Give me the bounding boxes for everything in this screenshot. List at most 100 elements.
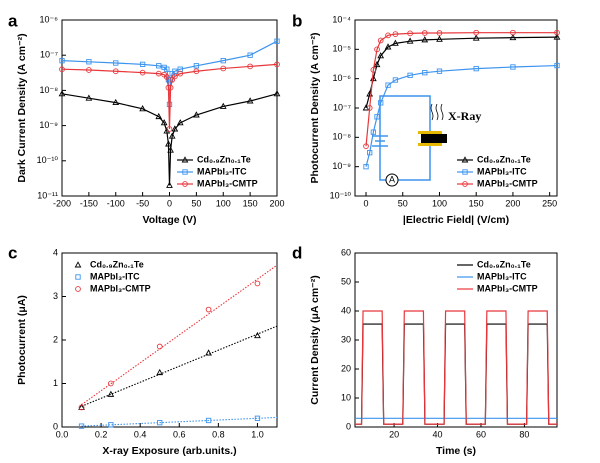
marker	[274, 38, 280, 44]
marker	[554, 29, 560, 36]
marker	[113, 60, 119, 66]
y-tick-label: 30	[341, 334, 351, 344]
marker	[407, 30, 413, 37]
marker	[385, 82, 391, 88]
legend-label: MAPbI₃-CMTP	[197, 178, 258, 188]
marker	[553, 33, 561, 40]
marker	[139, 61, 146, 67]
fit-line	[81, 264, 278, 406]
y-tick-label: 20	[341, 363, 351, 373]
marker	[554, 62, 560, 69]
marker	[78, 404, 85, 411]
marker	[78, 423, 85, 429]
marker	[247, 52, 253, 58]
y-axis-label: Dark Current Density (A cm⁻²)	[16, 33, 28, 182]
series-line	[365, 32, 557, 147]
series-line	[355, 310, 557, 425]
x-tick-label: 100	[216, 198, 231, 208]
x-tick-label: 150	[469, 198, 484, 208]
x-axis-label: Time (s)	[436, 445, 476, 457]
series-line	[61, 63, 278, 130]
circuit-inset	[372, 95, 447, 187]
x-tick-label: 0.0	[56, 429, 69, 439]
x-tick-label: 0.6	[173, 429, 186, 439]
marker	[254, 280, 261, 287]
marker	[473, 65, 479, 72]
marker	[172, 73, 178, 80]
marker	[363, 143, 369, 150]
marker	[86, 59, 92, 65]
marker	[384, 43, 392, 50]
electrode	[418, 131, 442, 134]
marker	[193, 111, 200, 118]
chart-panel: b 0 50 100 150 200 250 10⁻¹⁰ 10⁻⁹ 10⁻⁸ 10⁻⁷ 10⁻⁶ 10⁻…	[292, 11, 561, 226]
marker	[473, 29, 480, 36]
x-tick-label: 60	[476, 429, 486, 439]
x-tick-label: 200	[269, 198, 284, 208]
marker	[510, 29, 516, 36]
x-tick-label: 20	[389, 429, 399, 439]
series-line	[61, 93, 278, 186]
y-tick-label: 50	[341, 276, 351, 286]
legend-label: MAPbI₃-ITC	[90, 271, 140, 281]
panel-label: b	[292, 11, 302, 30]
y-tick-label: 3	[53, 291, 58, 301]
marker	[406, 37, 414, 44]
marker	[182, 181, 188, 187]
y-tick-label: 10⁻⁹	[39, 120, 58, 130]
marker	[172, 68, 178, 74]
marker	[219, 102, 227, 109]
marker	[182, 169, 188, 175]
x-tick-label: 200	[505, 198, 520, 208]
panel-label: a	[8, 11, 18, 30]
y-tick-label: 2	[53, 334, 58, 344]
marker	[510, 64, 516, 70]
marker	[220, 58, 226, 64]
y-tick-label: 10⁻⁸	[332, 132, 351, 142]
y-tick-label: 0	[53, 421, 58, 431]
marker	[139, 69, 146, 76]
fit-line	[81, 416, 278, 427]
panel-label: d	[292, 243, 302, 262]
marker	[436, 35, 443, 42]
marker	[377, 52, 385, 59]
electrode	[418, 143, 442, 146]
marker	[75, 286, 81, 292]
legend-label: Cd₀.₉Zn₀.₁Te	[477, 154, 531, 164]
marker	[374, 114, 380, 120]
y-tick-label: 10⁻¹⁰	[37, 155, 59, 165]
x-tick-label: 0.4	[134, 429, 147, 439]
chart-panel: c 0.0 0.2 0.4 0.6 0.8 1.0 0 1 2 3 4 X-ray Exposure (…	[8, 243, 278, 457]
marker	[171, 125, 179, 132]
marker	[254, 331, 261, 339]
marker	[247, 63, 253, 70]
marker	[169, 76, 176, 83]
y-tick-label: 10⁻¹¹	[37, 190, 58, 200]
x-tick-label: 1.0	[251, 429, 264, 439]
wire	[398, 146, 431, 181]
marker	[160, 119, 168, 126]
marker	[392, 77, 399, 83]
x-tick-label: 50	[398, 198, 408, 208]
marker	[385, 32, 391, 39]
marker	[373, 60, 381, 68]
marker	[176, 119, 184, 126]
x-tick-label: 250	[542, 198, 557, 208]
marker	[205, 306, 212, 313]
y-tick-label: 60	[341, 247, 351, 257]
legend-label: MAPbI₃-ITC	[197, 166, 247, 176]
marker	[370, 129, 377, 135]
x-tick-label: -50	[136, 198, 149, 208]
series-line	[61, 40, 278, 105]
chart-panel: a -200 -150 -100 -50 0 50 100 150 200 10⁻¹¹ 10⁻¹⁰ 10…	[8, 11, 285, 225]
y-tick-label: 10⁻⁷	[333, 102, 351, 112]
y-tick-label: 10⁻⁵	[333, 44, 352, 54]
marker	[422, 70, 428, 76]
x-tick-label: -200	[53, 198, 71, 208]
marker	[377, 37, 384, 44]
marker	[75, 274, 81, 280]
marker	[59, 66, 65, 73]
marker	[177, 70, 184, 77]
marker	[86, 67, 92, 73]
series-line	[365, 36, 558, 109]
